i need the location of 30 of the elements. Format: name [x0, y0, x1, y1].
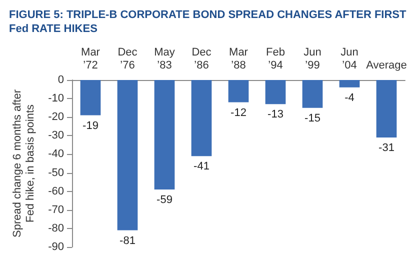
y-tick-label: -20 — [48, 111, 64, 124]
data-label: -31 — [378, 142, 394, 154]
y-tick-label: -90 — [48, 241, 64, 253]
y-tick-label: -70 — [48, 204, 64, 216]
x-tick-label: Mar ’88 — [229, 46, 248, 72]
data-label: -41 — [194, 160, 210, 173]
data-label: -81 — [120, 234, 136, 247]
y-tick-label: -80 — [48, 222, 64, 234]
x-tick-label: Jun ’99 — [304, 46, 322, 72]
data-label: -13 — [268, 108, 284, 121]
data-label: -15 — [304, 112, 320, 124]
y-tick-label: -40 — [48, 148, 64, 160]
x-tick-label: Average — [366, 60, 407, 72]
chart-title: FIGURE 5: TRIPLE-B CORPORATE BOND SPREAD CHANGES AFTER FIRST Fed RATE HIKES — [9, 9, 410, 35]
y-tick-label: -30 — [48, 130, 64, 142]
y-tick-label: 0 — [58, 74, 64, 86]
data-label: -4 — [344, 92, 354, 104]
x-tick-label: Dec ’86 — [192, 46, 212, 72]
y-tick-label: -60 — [48, 185, 64, 198]
data-label: -59 — [156, 194, 172, 206]
x-tick-label: May ’83 — [154, 46, 176, 72]
y-tick-label: -50 — [48, 166, 64, 179]
x-tick-label: Dec ’76 — [118, 46, 138, 72]
x-tick-label: Mar ’72 — [81, 46, 100, 72]
y-tick-label: -10 — [48, 92, 64, 105]
x-tick-label: Feb ’94 — [266, 46, 285, 72]
data-label: -19 — [82, 120, 98, 132]
data-label: -12 — [230, 106, 246, 119]
x-tick-label: Jun ’04 — [340, 46, 358, 72]
y-axis-title: Spread change 6 months after Fed hike, in basis points — [12, 89, 37, 238]
